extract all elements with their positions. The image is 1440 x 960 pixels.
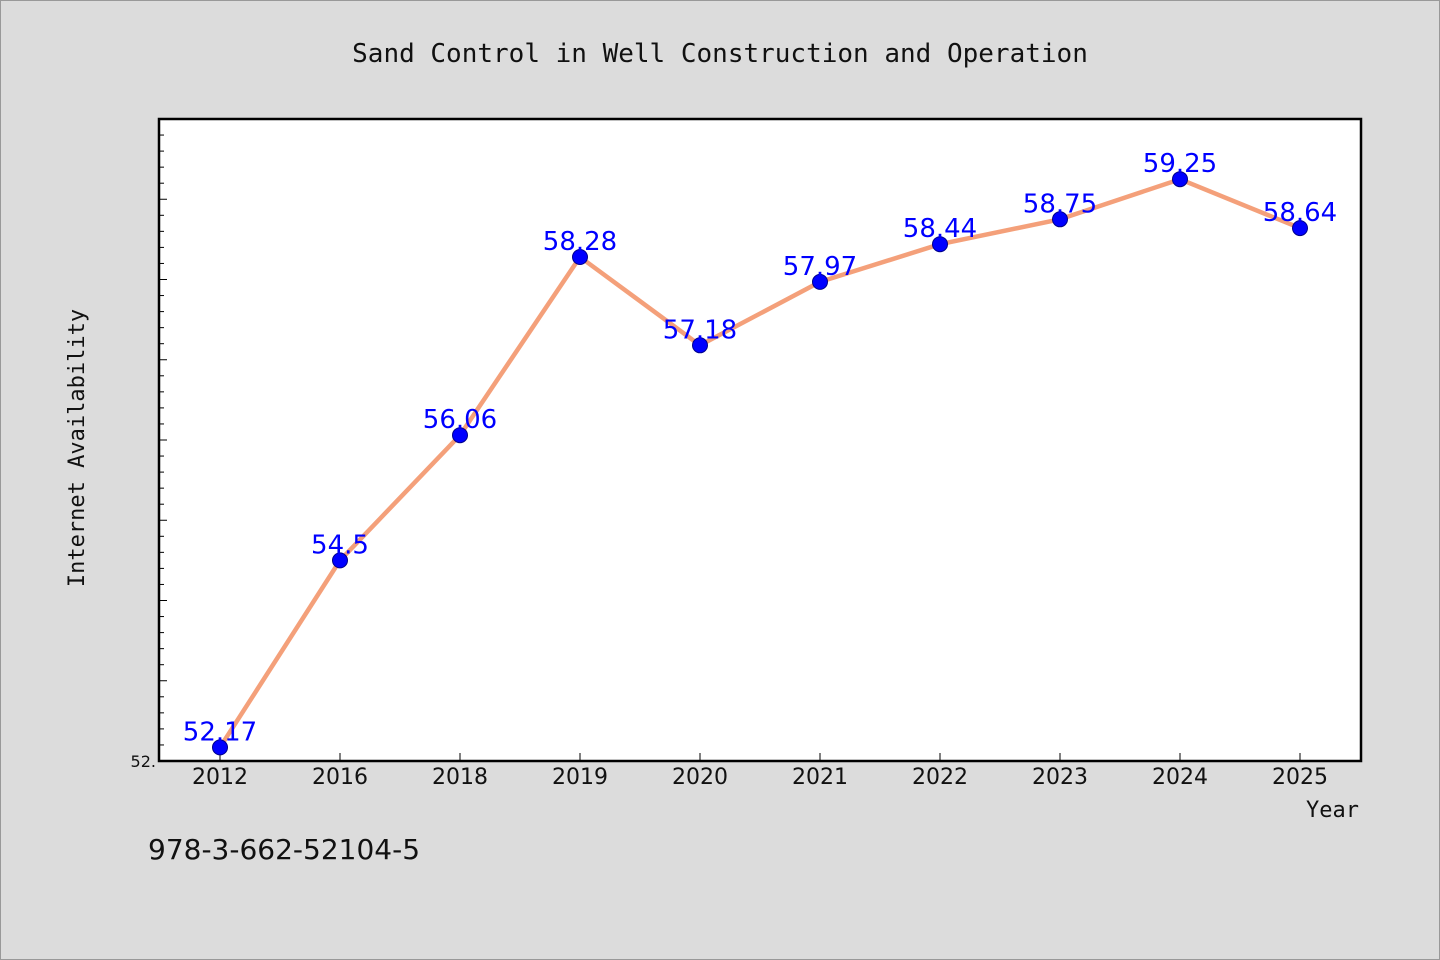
- y-axis-label: Internet Availability: [65, 309, 90, 587]
- data-label: 52.17: [183, 717, 257, 747]
- data-point: [1292, 220, 1308, 237]
- data-label: 58.28: [543, 227, 617, 257]
- y-axis-ticks: 52.: [131, 134, 167, 771]
- data-point: [332, 552, 348, 569]
- series-layer: [212, 171, 1308, 756]
- data-point: [1052, 211, 1068, 228]
- data-point: [212, 739, 228, 756]
- series-line: [217, 176, 1303, 750]
- x-tick-label: 2012: [192, 765, 248, 790]
- data-label: 57.97: [783, 252, 857, 282]
- x-tick-label: 2024: [1152, 765, 1208, 790]
- data-point: [932, 236, 948, 253]
- data-point: [812, 273, 828, 290]
- plot-area: [157, 117, 1363, 763]
- x-tick-label: 2016: [312, 765, 368, 790]
- data-label: 59.25: [1143, 149, 1217, 179]
- data-point: [452, 427, 468, 444]
- data-label: 56.06: [423, 405, 497, 435]
- data-label: 58.64: [1263, 198, 1337, 228]
- data-label: 57.18: [663, 315, 737, 345]
- data-point: [1172, 171, 1188, 188]
- x-tick-label: 2021: [792, 765, 848, 790]
- x-tick-label: 2022: [912, 765, 968, 790]
- chart-title: Sand Control in Well Construction and Op…: [352, 39, 1088, 69]
- data-label: 54.5: [311, 530, 369, 560]
- x-tick-label: 2025: [1272, 765, 1328, 790]
- data-labels-layer: 52.17 54.5 56.06 58.28 57.18 57.97 58.44 58.75 5…: [183, 149, 1337, 747]
- data-label: 58.44: [903, 214, 977, 244]
- x-tick-label: 2018: [432, 765, 488, 790]
- x-axis-label: Year: [1306, 798, 1359, 823]
- x-tick-label: 2019: [552, 765, 608, 790]
- data-point: [692, 337, 708, 354]
- x-tick-label: 2023: [1032, 765, 1088, 790]
- data-label: 58.75: [1023, 189, 1097, 219]
- x-axis-ticks: 2012 2016 2018 2019 2020 2021 2022 2023 2024 2025: [192, 753, 1328, 790]
- x-tick-label: 2020: [672, 765, 728, 790]
- y-tick-label: 52.: [131, 752, 156, 771]
- isbn-text: 978-3-662-52104-5: [148, 833, 421, 866]
- data-point: [572, 249, 588, 265]
